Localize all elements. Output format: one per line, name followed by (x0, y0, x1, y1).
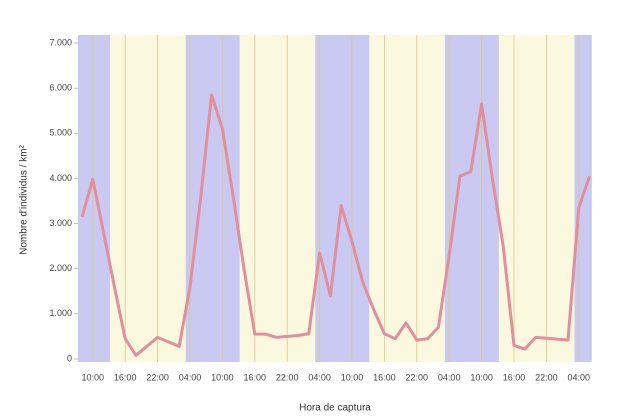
y-tick-label: 1.000 (49, 308, 72, 318)
x-tick-label: 10:00 (211, 372, 234, 382)
x-tick-label: 10:00 (470, 372, 493, 382)
y-tick-label: 5.000 (49, 128, 72, 138)
x-tick-label: 16:00 (244, 372, 267, 382)
y-tick-label: 0 (67, 353, 72, 363)
y-tick-label: 2.000 (49, 263, 72, 273)
shaded-band (444, 35, 499, 362)
x-tick-label: 22:00 (535, 372, 558, 382)
y-tick-label: 7.000 (49, 37, 72, 47)
x-tick-label: 10:00 (82, 372, 105, 382)
x-axis-title: Hora de captura (299, 403, 371, 414)
y-tick-label: 4.000 (49, 173, 72, 183)
y-tick-label: 3.000 (49, 218, 72, 228)
x-tick-label: 04:00 (438, 372, 461, 382)
x-tick-label: 16:00 (503, 372, 526, 382)
y-tick-label: 6.000 (49, 83, 72, 93)
x-tick-label: 16:00 (114, 372, 137, 382)
x-tick-label: 04:00 (179, 372, 202, 382)
x-tick-label: 22:00 (406, 372, 429, 382)
x-tick-label: 04:00 (568, 372, 591, 382)
data-line (80, 93, 592, 357)
x-tick-label: 22:00 (276, 372, 299, 382)
shaded-band (78, 35, 111, 362)
x-tick-label: 22:00 (146, 372, 169, 382)
shaded-band (185, 35, 240, 362)
x-tick-label: 10:00 (341, 372, 364, 382)
x-tick-label: 16:00 (373, 372, 396, 382)
shaded-band (315, 35, 370, 362)
y-axis-title: Nombre d'individus / km² (19, 144, 30, 254)
x-tick-label: 04:00 (308, 372, 331, 382)
